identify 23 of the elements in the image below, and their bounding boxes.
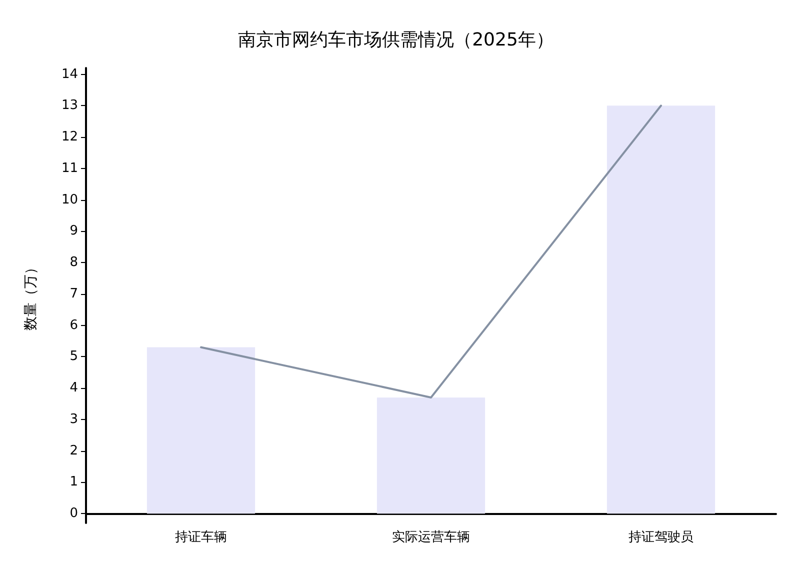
y-tick-label: 10 [61,192,78,208]
y-tick-label: 8 [70,255,78,270]
x-tick-label: 实际运营车辆 [392,530,470,545]
y-tick-label: 7 [70,286,78,302]
x-tick-label: 持证车辆 [175,530,227,545]
bar [606,106,716,514]
y-tick-label: 1 [70,474,78,490]
bar [376,397,486,514]
bar [146,347,256,514]
y-tick-label: 9 [70,224,78,239]
y-tick-label: 3 [70,412,78,427]
chart-title: 南京市网约车市场供需情况（2025年） [238,30,554,50]
y-tick-label: 0 [70,506,78,522]
y-tick-label: 12 [61,130,78,145]
y-tick-label: 11 [61,160,78,176]
x-tick-label: 持证驾驶员 [628,530,694,545]
y-axis-title: 数量（万） [23,260,39,330]
y-tick-label: 6 [70,318,78,333]
y-tick-label: 4 [70,380,78,396]
y-tick-label: 2 [70,443,78,458]
y-tick-label: 13 [61,98,78,114]
y-tick-label: 5 [70,349,78,364]
y-tick-label: 14 [61,66,78,82]
